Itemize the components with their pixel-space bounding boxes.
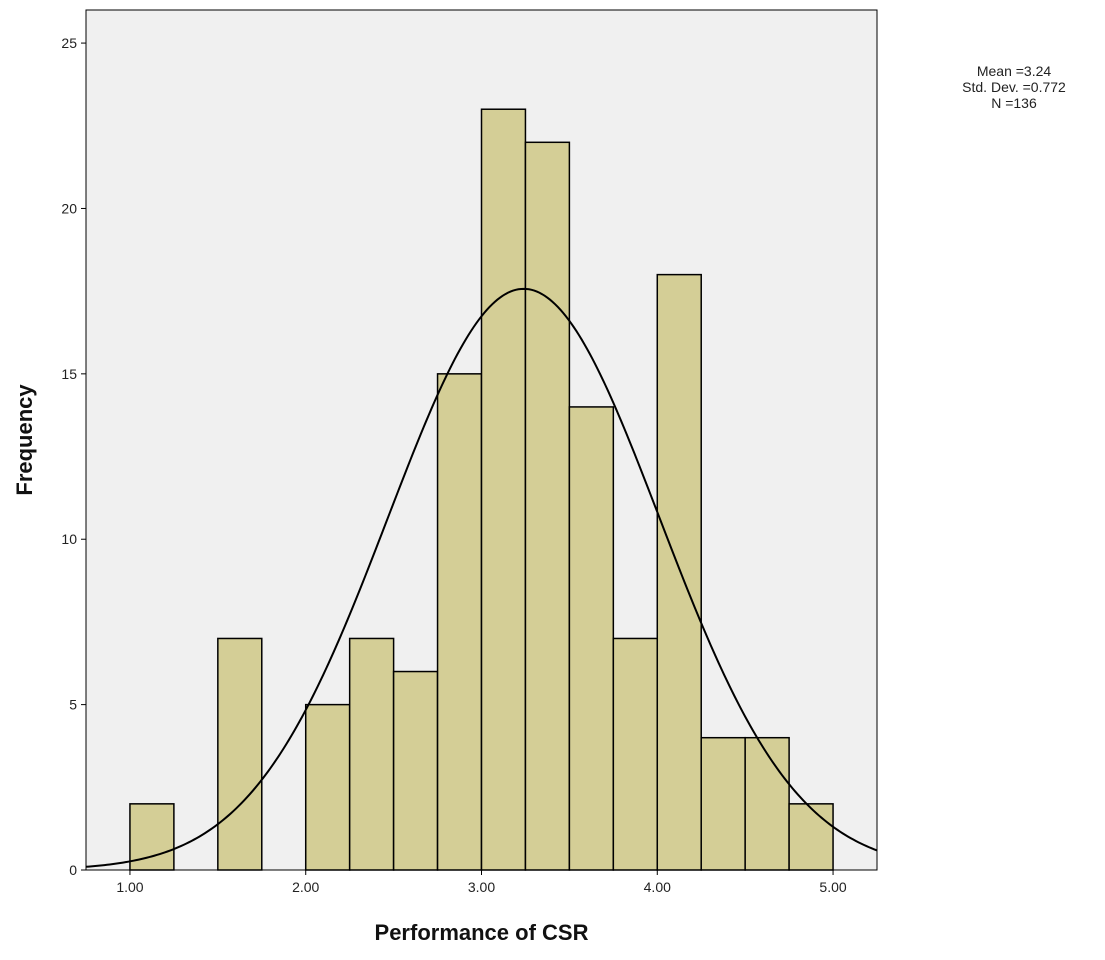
histogram-bar <box>348 637 395 871</box>
y-tick-label: 5 <box>69 697 77 713</box>
histogram-bar <box>568 406 615 871</box>
histogram-bar <box>656 273 702 871</box>
x-tick-label: 4.00 <box>644 879 671 895</box>
y-axis-title: Frequency <box>12 384 37 496</box>
y-tick-label: 10 <box>61 531 77 547</box>
stats-box: Mean =3.24 Std. Dev. =0.772 N =136 <box>962 63 1066 111</box>
histogram-bar <box>217 637 263 871</box>
x-axis-title: Performance of CSR <box>375 920 589 945</box>
histogram-bar <box>788 803 834 871</box>
x-tick-label: 1.00 <box>116 879 143 895</box>
histogram-bar <box>436 373 483 871</box>
histogram-bar <box>304 703 351 871</box>
histogram-bar <box>612 637 659 871</box>
x-tick-label: 5.00 <box>819 879 846 895</box>
histogram-bar <box>392 670 439 871</box>
x-tick-label: 3.00 <box>468 879 495 895</box>
histogram-bar <box>700 736 746 871</box>
stats-n: N =136 <box>991 95 1037 111</box>
histogram-bar <box>524 141 571 871</box>
stats-std-dev: Std. Dev. =0.772 <box>962 79 1066 95</box>
y-tick-label: 0 <box>69 862 77 878</box>
x-tick-label: 2.00 <box>292 879 319 895</box>
histogram-bar <box>480 108 527 871</box>
y-tick-label: 20 <box>61 200 77 216</box>
y-tick-label: 15 <box>61 366 77 382</box>
normal-curve <box>85 287 878 868</box>
y-tick-label: 25 <box>61 35 77 51</box>
histogram-bar <box>744 736 790 871</box>
stats-mean: Mean =3.24 <box>977 63 1052 79</box>
